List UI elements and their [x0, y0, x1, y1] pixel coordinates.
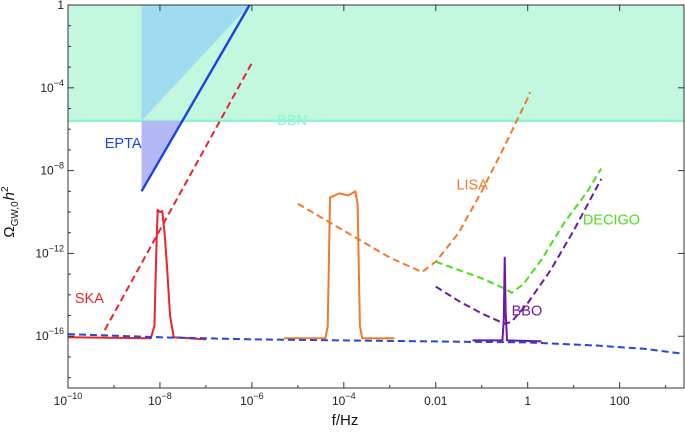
- label-decigo: DECIGO: [583, 212, 640, 228]
- y-axis-title: ΩGW,0h2: [0, 186, 21, 238]
- series-ska-solid-2: [67, 208, 206, 341]
- annotations-layer: EPTA BBN LISA DECIGO SKA BBO: [75, 113, 640, 319]
- axis-ticks: 10−10 10−8 10−6 10−4 0.01 1 100 1 10−4 10−8 10−12 1…: [35, 0, 684, 408]
- y-tick-label: 10−16: [35, 326, 64, 343]
- y-tick-label: 10−4: [40, 78, 64, 95]
- label-epta: EPTA: [105, 136, 142, 152]
- plot-border: [67, 4, 685, 389]
- series-epta-solid-0: [140, 4, 251, 192]
- y-tick-label: 10−12: [35, 243, 64, 260]
- x-tick-label: 10−8: [148, 391, 172, 408]
- label-bbn: BBN: [277, 113, 307, 129]
- y-axis-title-superscript: 2: [0, 186, 11, 192]
- series-ska-dashed-1: [103, 62, 253, 331]
- y-axis-title-omega: Ω: [1, 226, 18, 237]
- x-tick-label: 10−6: [240, 391, 264, 408]
- y-axis-title-h: h: [1, 192, 18, 200]
- y-axis-title-subscript: GW,0: [10, 201, 21, 226]
- series-lisa-solid-4: [284, 190, 395, 340]
- y-tick-label: 10−8: [40, 161, 64, 178]
- series-background-dashed-8: [67, 333, 685, 355]
- label-lisa: LISA: [456, 177, 488, 193]
- x-tick-label: 10−10: [54, 391, 83, 408]
- series-bbo-solid-7: [472, 256, 542, 343]
- regions-layer: [68, 5, 684, 192]
- label-bbo: BBO: [512, 304, 543, 320]
- label-ska: SKA: [75, 291, 104, 307]
- series-layer: [67, 4, 685, 355]
- plot-frame: [67, 4, 685, 389]
- y-tick-label: 1: [57, 0, 64, 12]
- region-epta-1: [141, 5, 250, 121]
- x-tick-label: 0.01: [424, 394, 448, 408]
- x-tick-label: 100: [610, 394, 630, 408]
- series-bbo-dashed-6: [435, 178, 603, 325]
- x-tick-label: 1: [524, 394, 531, 408]
- x-axis-title: f/Hz: [332, 412, 359, 429]
- series-decigo-dashed-5: [435, 168, 603, 294]
- x-tick-label: 10−4: [332, 391, 356, 408]
